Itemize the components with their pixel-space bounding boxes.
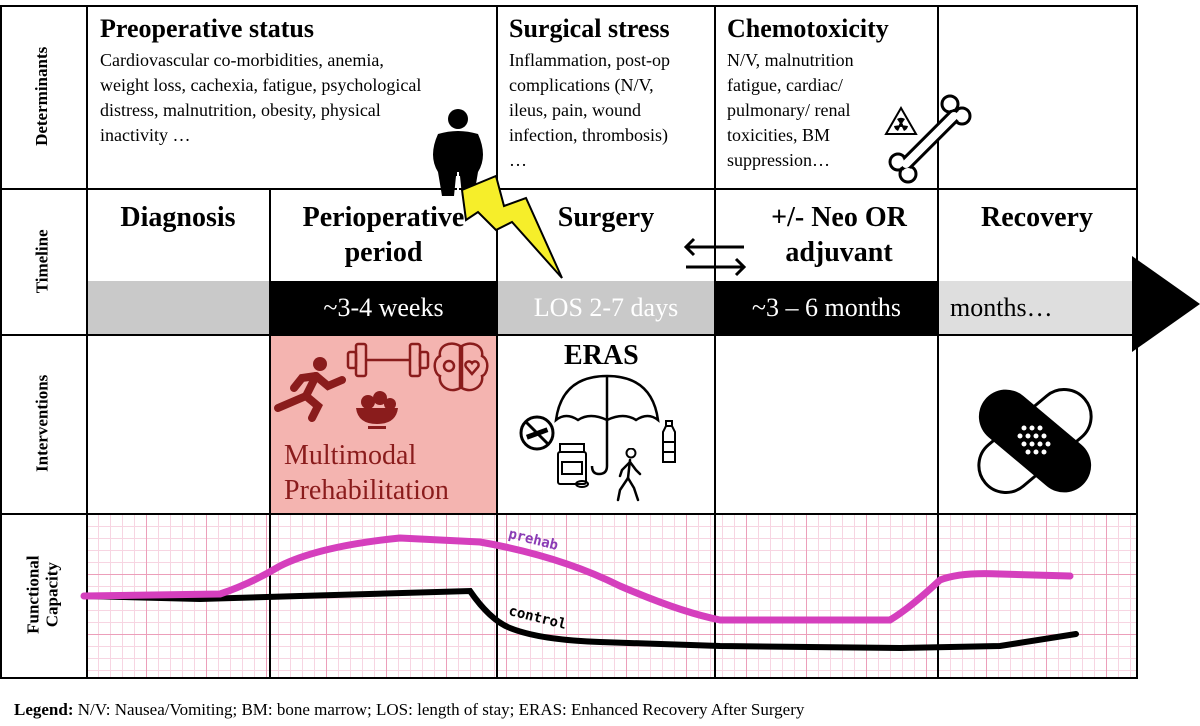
duration-recovery: months… bbox=[950, 293, 1053, 322]
determinant-surgical-text: Inflammation, post-op complications (N/V… bbox=[509, 48, 714, 173]
grid-line-right bbox=[1136, 5, 1138, 679]
grid-line-left bbox=[0, 5, 2, 679]
lightning-bolt-icon bbox=[460, 174, 563, 279]
medicine-bottle-icon bbox=[557, 443, 589, 488]
legend: Legend: N/V: Nausea/Vomiting; BM: bone m… bbox=[14, 700, 804, 720]
grid-line-col-c bbox=[714, 5, 716, 679]
determinant-chemo-title: Chemotoxicity bbox=[727, 14, 889, 43]
row-label-interventions-text: Interventions bbox=[32, 374, 52, 473]
determinant-chemo-line: toxicities, BM bbox=[727, 125, 830, 145]
bone-icon bbox=[888, 94, 972, 184]
duration-surgery: LOS 2-7 days bbox=[533, 293, 679, 322]
determinant-surgical-title: Surgical stress bbox=[509, 14, 670, 43]
duration-perioperative: ~3-4 weeks bbox=[323, 293, 444, 322]
timeline-bar-surgery: LOS 2-7 days bbox=[497, 281, 715, 335]
prehab-text: Multimodal Prehabilitation bbox=[284, 438, 449, 508]
bidirectional-arrows-icon bbox=[683, 237, 747, 277]
determinant-preoperative-line: Cardiovascular co-morbidities, anemia, bbox=[100, 50, 384, 70]
grid-line-top bbox=[0, 5, 1138, 7]
brain-icon bbox=[433, 342, 489, 392]
determinant-surgical-line: Inflammation, post-op bbox=[509, 50, 670, 70]
heading-neo: +/- Neo OR adjuvant bbox=[740, 200, 938, 270]
eras-title: ERAS bbox=[564, 340, 639, 371]
row-label-interventions: Interventions bbox=[0, 334, 86, 513]
duration-neo: ~3 – 6 months bbox=[751, 293, 902, 322]
functional-grid bbox=[86, 514, 1138, 678]
legend-label: Legend: bbox=[14, 700, 74, 719]
determinant-chemo-line: N/V, malnutrition bbox=[727, 50, 854, 70]
row-label-timeline: Timeline bbox=[0, 188, 86, 334]
no-smoking-icon bbox=[519, 415, 555, 451]
legend-text: N/V: Nausea/Vomiting; BM: bone marrow; L… bbox=[73, 700, 805, 719]
heading-surgery: Surgery bbox=[557, 202, 655, 233]
timeline-bar-recovery: months… bbox=[938, 281, 1138, 335]
determinant-surgical-line: … bbox=[509, 150, 527, 170]
grid-line-col-b bbox=[496, 5, 498, 679]
determinant-surgical-line: complications (N/V, bbox=[509, 75, 654, 95]
prehab-line bbox=[80, 534, 1074, 624]
grid-line-bottom bbox=[0, 677, 1138, 679]
determinant-preoperative-title: Preoperative status bbox=[100, 14, 314, 43]
determinant-chemo-line: suppression… bbox=[727, 150, 830, 170]
bandage-icon bbox=[977, 388, 1093, 494]
determinant-surgical: Surgical stress Inflammation, post-op co… bbox=[509, 14, 714, 173]
fruit-bowl-icon bbox=[356, 391, 398, 429]
heading-perioperative: Perioperative period bbox=[270, 200, 497, 270]
heading-recovery: Recovery bbox=[981, 202, 1093, 233]
control-line bbox=[81, 587, 1079, 652]
grid-line-col-d bbox=[937, 5, 939, 679]
prehab-text-line: Prehabilitation bbox=[284, 475, 449, 506]
grid-line-2 bbox=[0, 334, 1138, 336]
determinant-preoperative-text: Cardiovascular co-morbidities, anemia, w… bbox=[100, 48, 490, 148]
dumbbell-icon bbox=[346, 342, 430, 378]
heading-neo-line: +/- Neo OR bbox=[771, 202, 907, 233]
timeline-bar-diagnosis bbox=[86, 281, 270, 335]
determinant-surgical-line: infection, thrombosis) bbox=[509, 125, 668, 145]
person-obesity-icon bbox=[433, 109, 483, 196]
timeline-bar-perioperative: ~3-4 weeks bbox=[270, 281, 497, 335]
determinant-preoperative-line: inactivity … bbox=[100, 125, 191, 145]
heading-perioperative-line: Perioperative bbox=[302, 202, 465, 233]
umbrella-icon bbox=[554, 374, 660, 476]
functional-capacity-curves bbox=[80, 534, 1079, 652]
row-label-determinants: Determinants bbox=[0, 5, 86, 188]
timeline-bar-neo: ~3 – 6 months bbox=[715, 281, 938, 335]
radiation-warning-icon bbox=[884, 106, 918, 135]
determinant-chemo: Chemotoxicity N/V, malnutrition fatigue,… bbox=[727, 14, 932, 173]
grid-line-1 bbox=[0, 188, 1138, 190]
prehab-text-line: Multimodal bbox=[284, 440, 417, 471]
heading-diagnosis: Diagnosis bbox=[120, 202, 236, 233]
determinant-preoperative: Preoperative status Cardiovascular co-mo… bbox=[100, 14, 490, 148]
running-person-icon bbox=[274, 357, 346, 422]
row-label-timeline-text: Timeline bbox=[32, 229, 52, 293]
heading-perioperative-line: period bbox=[344, 237, 423, 268]
determinant-chemo-line: pulmonary/ renal bbox=[727, 100, 851, 120]
determinant-preoperative-line: distress, malnutrition, obesity, physica… bbox=[100, 100, 381, 120]
determinant-preoperative-line: weight loss, cachexia, fatigue, psycholo… bbox=[100, 75, 422, 95]
heading-neo-line: adjuvant bbox=[785, 237, 893, 268]
determinant-chemo-text: N/V, malnutrition fatigue, cardiac/ pulm… bbox=[727, 48, 932, 173]
grid-line-label-col bbox=[86, 5, 88, 679]
timeline-arrowhead bbox=[1132, 256, 1200, 352]
determinant-chemo-line: fatigue, cardiac/ bbox=[727, 75, 843, 95]
water-bottle-icon bbox=[662, 420, 676, 463]
grid-line-col-a bbox=[269, 188, 271, 679]
row-label-determinants-text: Determinants bbox=[32, 46, 52, 147]
grid-line-3 bbox=[0, 513, 1138, 515]
walking-person-icon bbox=[616, 448, 642, 502]
determinant-surgical-line: ileus, pain, wound bbox=[509, 100, 641, 120]
